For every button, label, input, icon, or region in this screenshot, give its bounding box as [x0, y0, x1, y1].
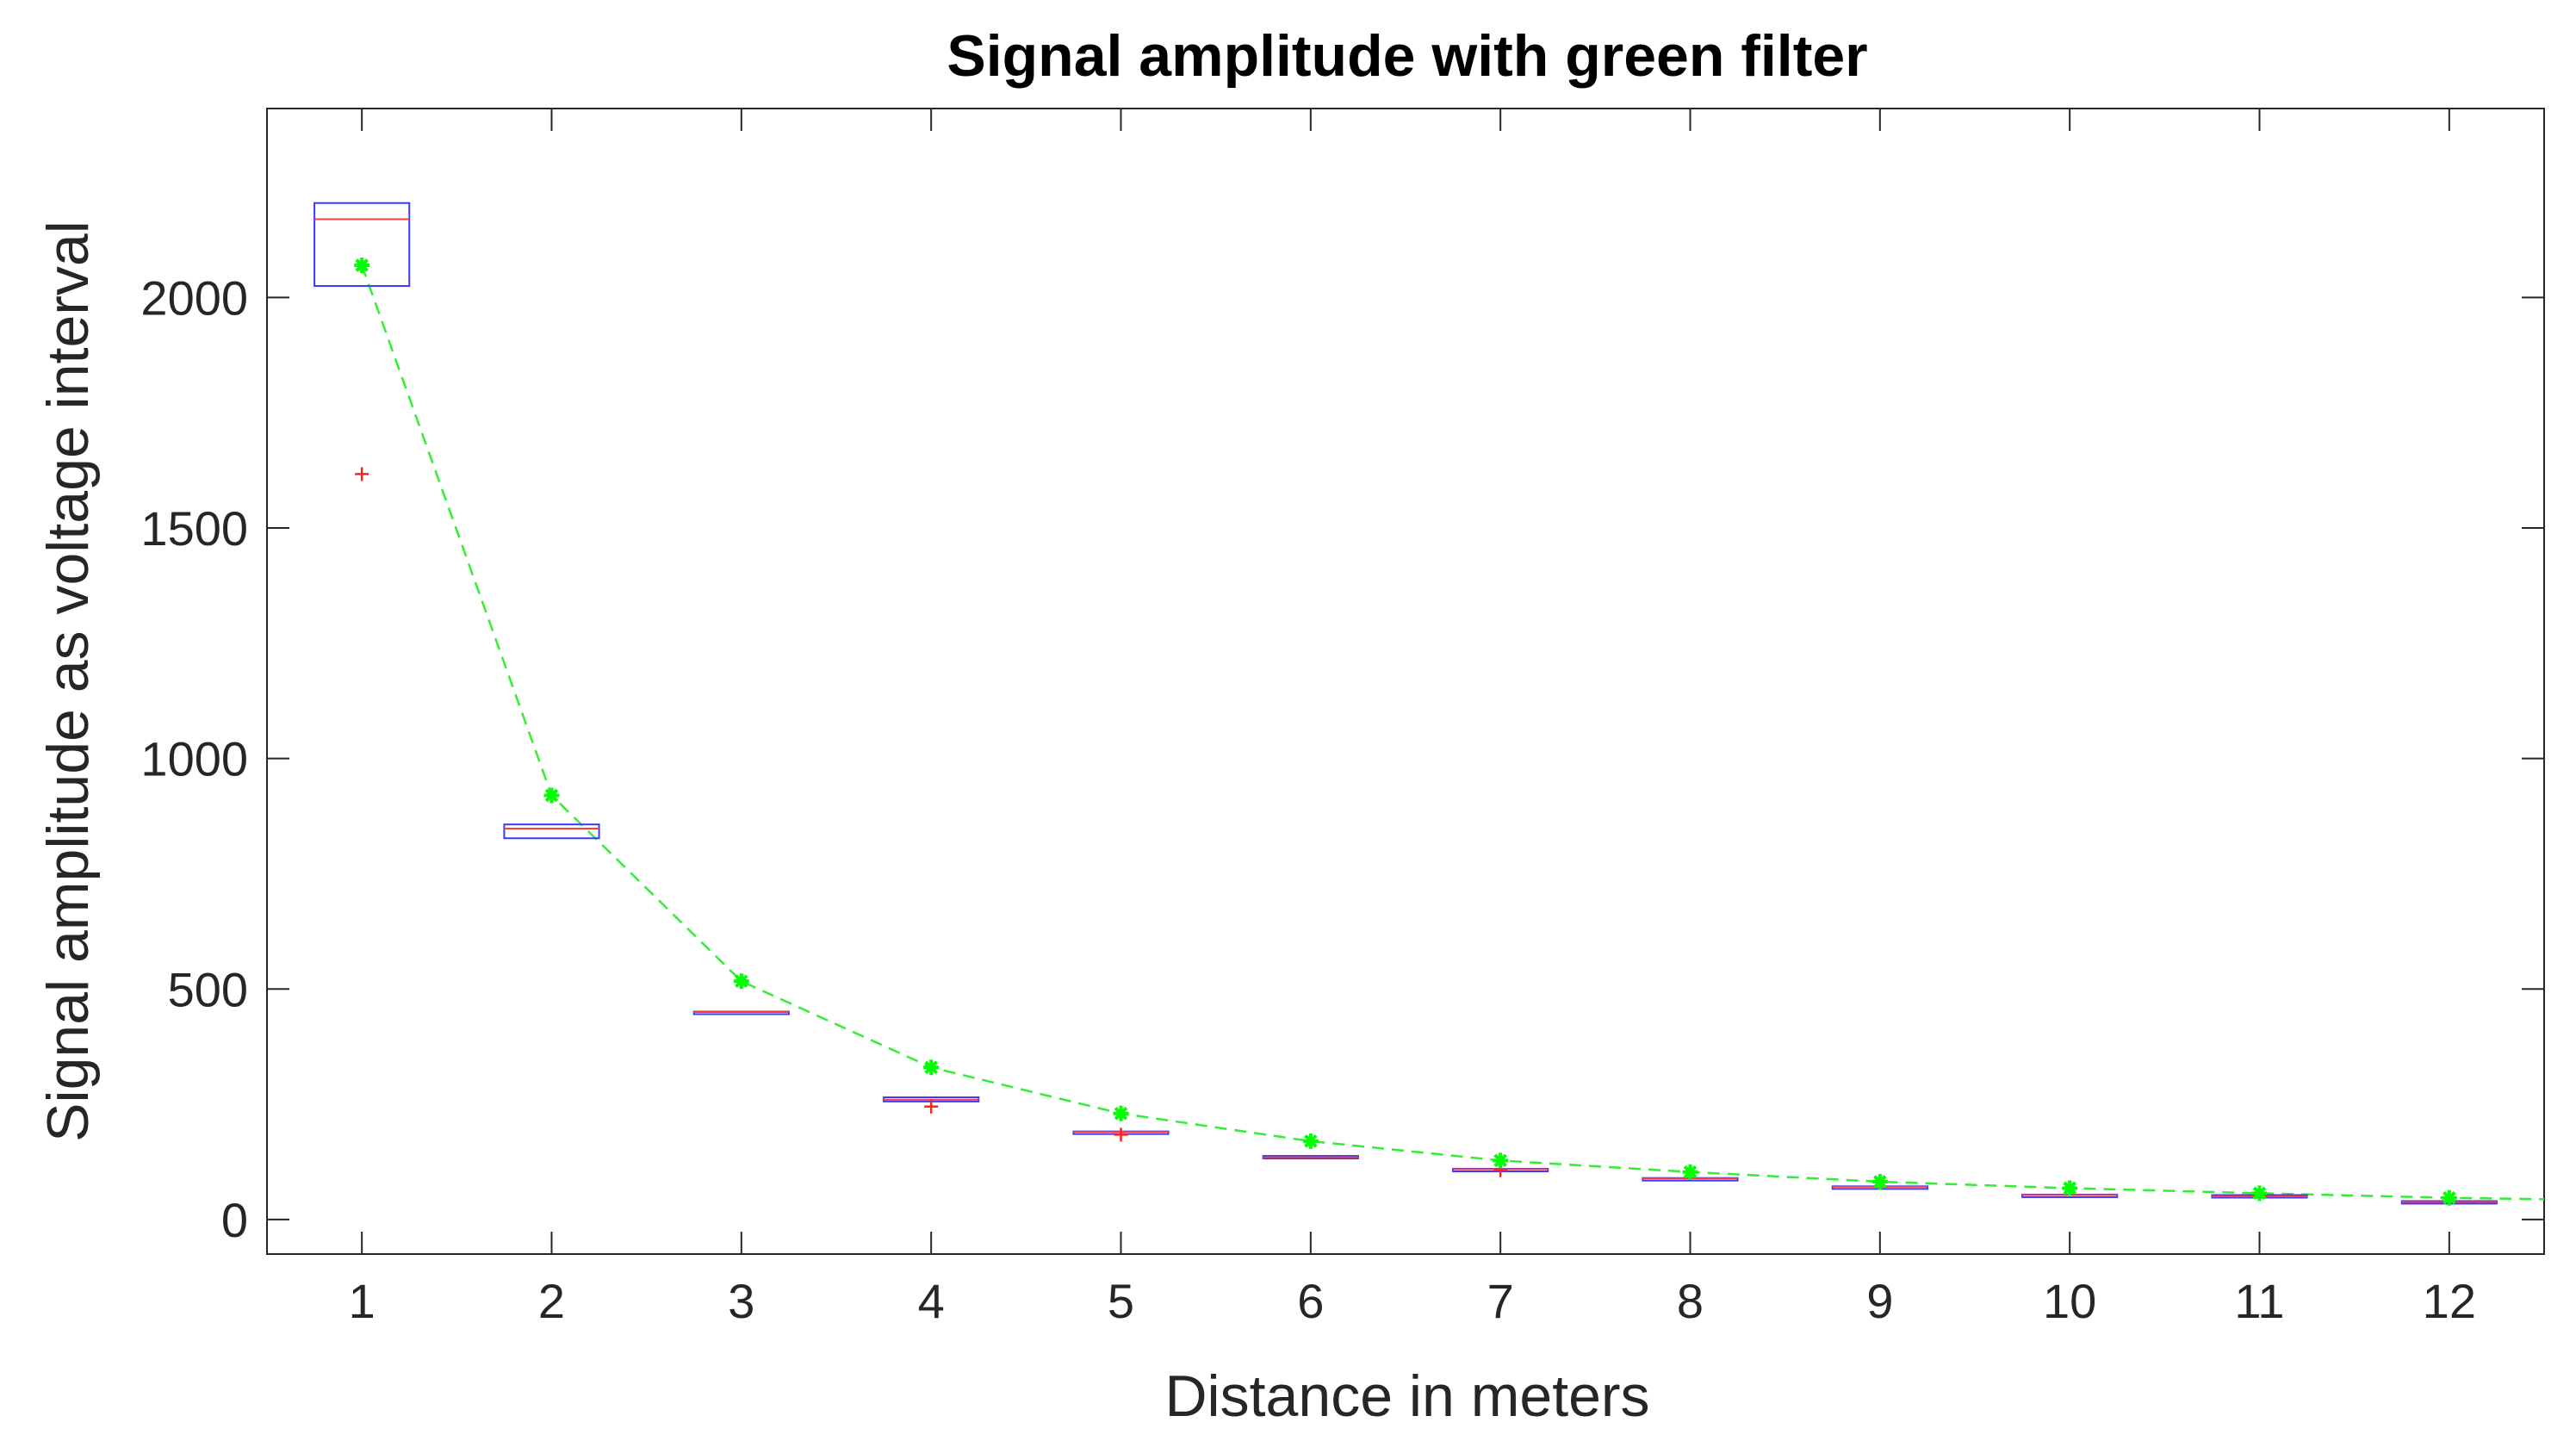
box-group	[1452, 1163, 1549, 1177]
y-tick-label: 500	[168, 962, 248, 1016]
mean-marker	[1871, 1173, 1888, 1189]
mean-marker-stroke	[924, 1060, 938, 1075]
x-axis: 1 2 3 4 5 6 7 8 9 10 11 12	[349, 109, 2476, 1328]
mean-marker	[733, 973, 749, 990]
mean-marker	[543, 787, 560, 804]
x-tick-label: 5	[1108, 1274, 1134, 1328]
mean-marker-stroke	[2443, 1190, 2456, 1205]
plot-area-frame	[266, 108, 2545, 1255]
box-group	[1072, 1127, 1170, 1142]
outlier-marker	[355, 467, 369, 481]
x-tick-label: 1	[349, 1274, 376, 1328]
x-tick-label: 8	[1677, 1274, 1704, 1328]
x-tick-label: 2	[538, 1274, 565, 1328]
mean-marker	[1493, 1152, 1509, 1169]
mean-marker	[1113, 1105, 1129, 1121]
outlier-marker	[1114, 1127, 1128, 1142]
box-iqr	[503, 823, 600, 840]
mean-marker	[1682, 1164, 1698, 1180]
mean-marker	[2251, 1185, 2268, 1202]
x-tick-label: 12	[2423, 1274, 2476, 1328]
x-tick-label: 6	[1297, 1274, 1324, 1328]
x-tick-label: 3	[728, 1274, 754, 1328]
y-tick-label: 2000	[140, 270, 248, 325]
x-tick-label: 7	[1487, 1274, 1514, 1328]
box-group	[313, 202, 411, 481]
mean-marker-stroke	[1114, 1106, 1128, 1121]
mean-marker-stroke	[1493, 1153, 1507, 1168]
mean-marker-stroke	[1873, 1175, 1887, 1189]
chart-title: Signal amplitude with green filter	[947, 23, 1867, 89]
mean-marker	[2441, 1189, 2457, 1206]
x-tick-label: 10	[2043, 1274, 2096, 1328]
x-tick-label: 4	[918, 1274, 945, 1328]
mean-marker-stroke	[355, 258, 369, 272]
box-group	[1262, 1155, 1359, 1159]
mean-marker-stroke	[1304, 1134, 1318, 1148]
outlier-marker	[924, 1099, 939, 1114]
x-axis-label: Distance in meters	[1164, 1363, 1649, 1429]
x-tick-label: 11	[2234, 1274, 2284, 1328]
y-axis-label: Signal amplitude as voltage interval	[35, 220, 101, 1142]
mean-marker	[923, 1059, 940, 1076]
y-axis: 0 500 1000 1500 2000	[140, 270, 2544, 1247]
mean-marker	[354, 257, 370, 273]
mean-marker	[2062, 1180, 2078, 1196]
x-tick-label: 9	[1866, 1274, 1893, 1328]
mean-marker-stroke	[735, 974, 748, 988]
mean-marker-stroke	[2252, 1186, 2267, 1201]
mean-marker-stroke	[1683, 1164, 1698, 1179]
mean-marker	[1302, 1133, 1319, 1149]
mean-marker-stroke	[544, 788, 559, 803]
mean-markers-layer	[354, 257, 2457, 1206]
box-group	[883, 1096, 980, 1114]
y-tick-label: 0	[221, 1193, 248, 1247]
mean-marker-stroke	[2063, 1181, 2076, 1195]
box-group	[692, 1010, 790, 1015]
y-tick-label: 1000	[140, 732, 248, 786]
box-group	[503, 823, 600, 840]
box-iqr	[313, 202, 411, 288]
y-tick-label: 1500	[140, 501, 248, 556]
